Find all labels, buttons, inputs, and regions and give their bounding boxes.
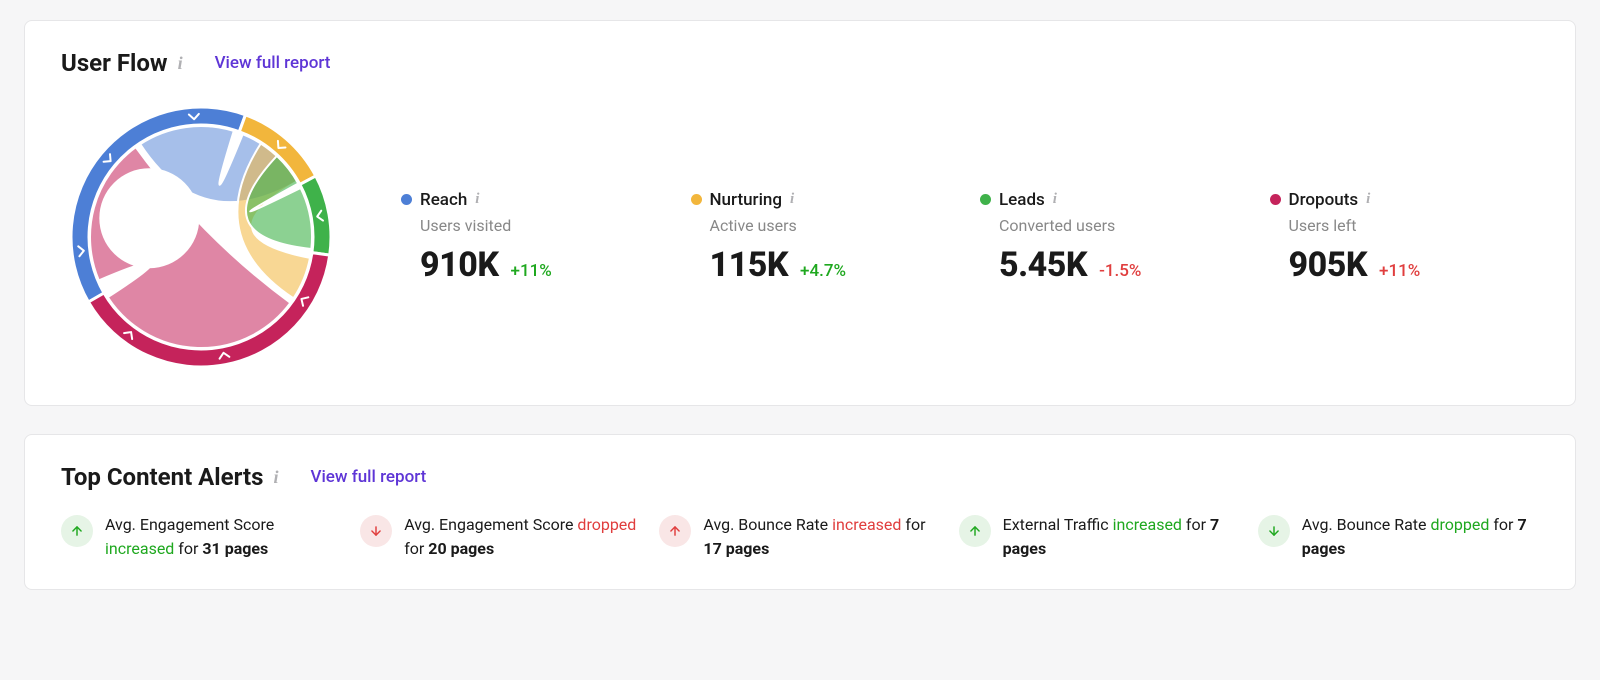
user-flow-metrics: ReachiUsers visited910K+11%NurturingiAct…: [401, 190, 1539, 285]
metric-value: 905K: [1289, 245, 1368, 285]
metric-label: Leads: [999, 190, 1045, 210]
metric-label: Dropouts: [1289, 190, 1359, 210]
metric-nurturing: Nurturing i Active users 115K +4.7%: [691, 190, 961, 285]
alert-text: External Traffic increased for 7 pages: [1003, 513, 1240, 561]
user-flow-title: User Flow: [61, 49, 168, 77]
metric-delta: +11%: [1379, 261, 1420, 281]
info-icon[interactable]: i: [178, 53, 183, 74]
info-icon[interactable]: i: [790, 191, 794, 208]
alert-text: Avg. Bounce Rate dropped for 7 pages: [1302, 513, 1539, 561]
user-flow-header: User Flow i View full report: [61, 49, 1539, 77]
content-alerts-card: Top Content Alerts i View full report Av…: [24, 434, 1576, 590]
info-icon[interactable]: i: [273, 467, 278, 488]
arrow-up-icon: [659, 515, 691, 547]
alert-text: Avg. Engagement Score increased for 31 p…: [105, 513, 342, 561]
legend-dot-icon: [401, 194, 412, 205]
alert-item[interactable]: Avg. Bounce Rate dropped for 7 pages: [1258, 513, 1539, 561]
metric-sublabel: Active users: [710, 216, 961, 235]
metric-leads: Leadsi Converted users 5.45K -1.5%: [980, 190, 1250, 285]
legend-dot-icon: [980, 194, 991, 205]
alert-item[interactable]: External Traffic increased for 7 pages: [959, 513, 1240, 561]
user-flow-card: User Flow i View full report ReachiUsers…: [24, 20, 1576, 406]
metric-value: 5.45K: [999, 245, 1087, 285]
metric-label: Reach: [420, 190, 467, 210]
metric-delta: +4.7%: [800, 261, 846, 281]
metric-delta: -1.5%: [1099, 261, 1141, 281]
content-alerts-header: Top Content Alerts i View full report: [61, 463, 1539, 491]
chord-hole: [99, 168, 199, 268]
chord-diagram: [61, 97, 341, 377]
arrow-up-icon: [61, 515, 93, 547]
alert-item[interactable]: Avg. Engagement Score increased for 31 p…: [61, 513, 342, 561]
alert-item[interactable]: Avg. Bounce Rate increased for 17 pages: [659, 513, 940, 561]
content-alerts-list: Avg. Engagement Score increased for 31 p…: [61, 513, 1539, 561]
metric-value: 115K: [710, 245, 789, 285]
metric-sublabel: Users visited: [420, 216, 671, 235]
metric-sublabel: Converted users: [999, 216, 1250, 235]
arrow-up-icon: [959, 515, 991, 547]
alert-item[interactable]: Avg. Engagement Score dropped for 20 pag…: [360, 513, 641, 561]
info-icon[interactable]: i: [1366, 191, 1370, 208]
metric-value: 910K: [420, 245, 499, 285]
metric-reach: Reachi Users visited 910K +11%: [401, 190, 671, 285]
metric-label: Nurturing: [710, 190, 783, 210]
metric-dropouts: Dropouts i Users left 905K +11%: [1270, 190, 1540, 285]
user-flow-body: ReachiUsers visited910K+11%NurturingiAct…: [61, 97, 1539, 377]
alert-text: Avg. Bounce Rate increased for 17 pages: [703, 513, 940, 561]
arrow-down-icon: [1258, 515, 1290, 547]
content-alerts-title: Top Content Alerts: [61, 463, 263, 491]
info-icon[interactable]: i: [1053, 191, 1057, 208]
user-flow-full-report-link[interactable]: View full report: [215, 53, 331, 73]
legend-dot-icon: [691, 194, 702, 205]
metric-delta: +11%: [511, 261, 552, 281]
info-icon[interactable]: i: [475, 191, 479, 208]
metric-sublabel: Users left: [1289, 216, 1540, 235]
content-alerts-full-report-link[interactable]: View full report: [310, 467, 426, 487]
arrow-down-icon: [360, 515, 392, 547]
legend-dot-icon: [1270, 194, 1281, 205]
alert-text: Avg. Engagement Score dropped for 20 pag…: [404, 513, 641, 561]
